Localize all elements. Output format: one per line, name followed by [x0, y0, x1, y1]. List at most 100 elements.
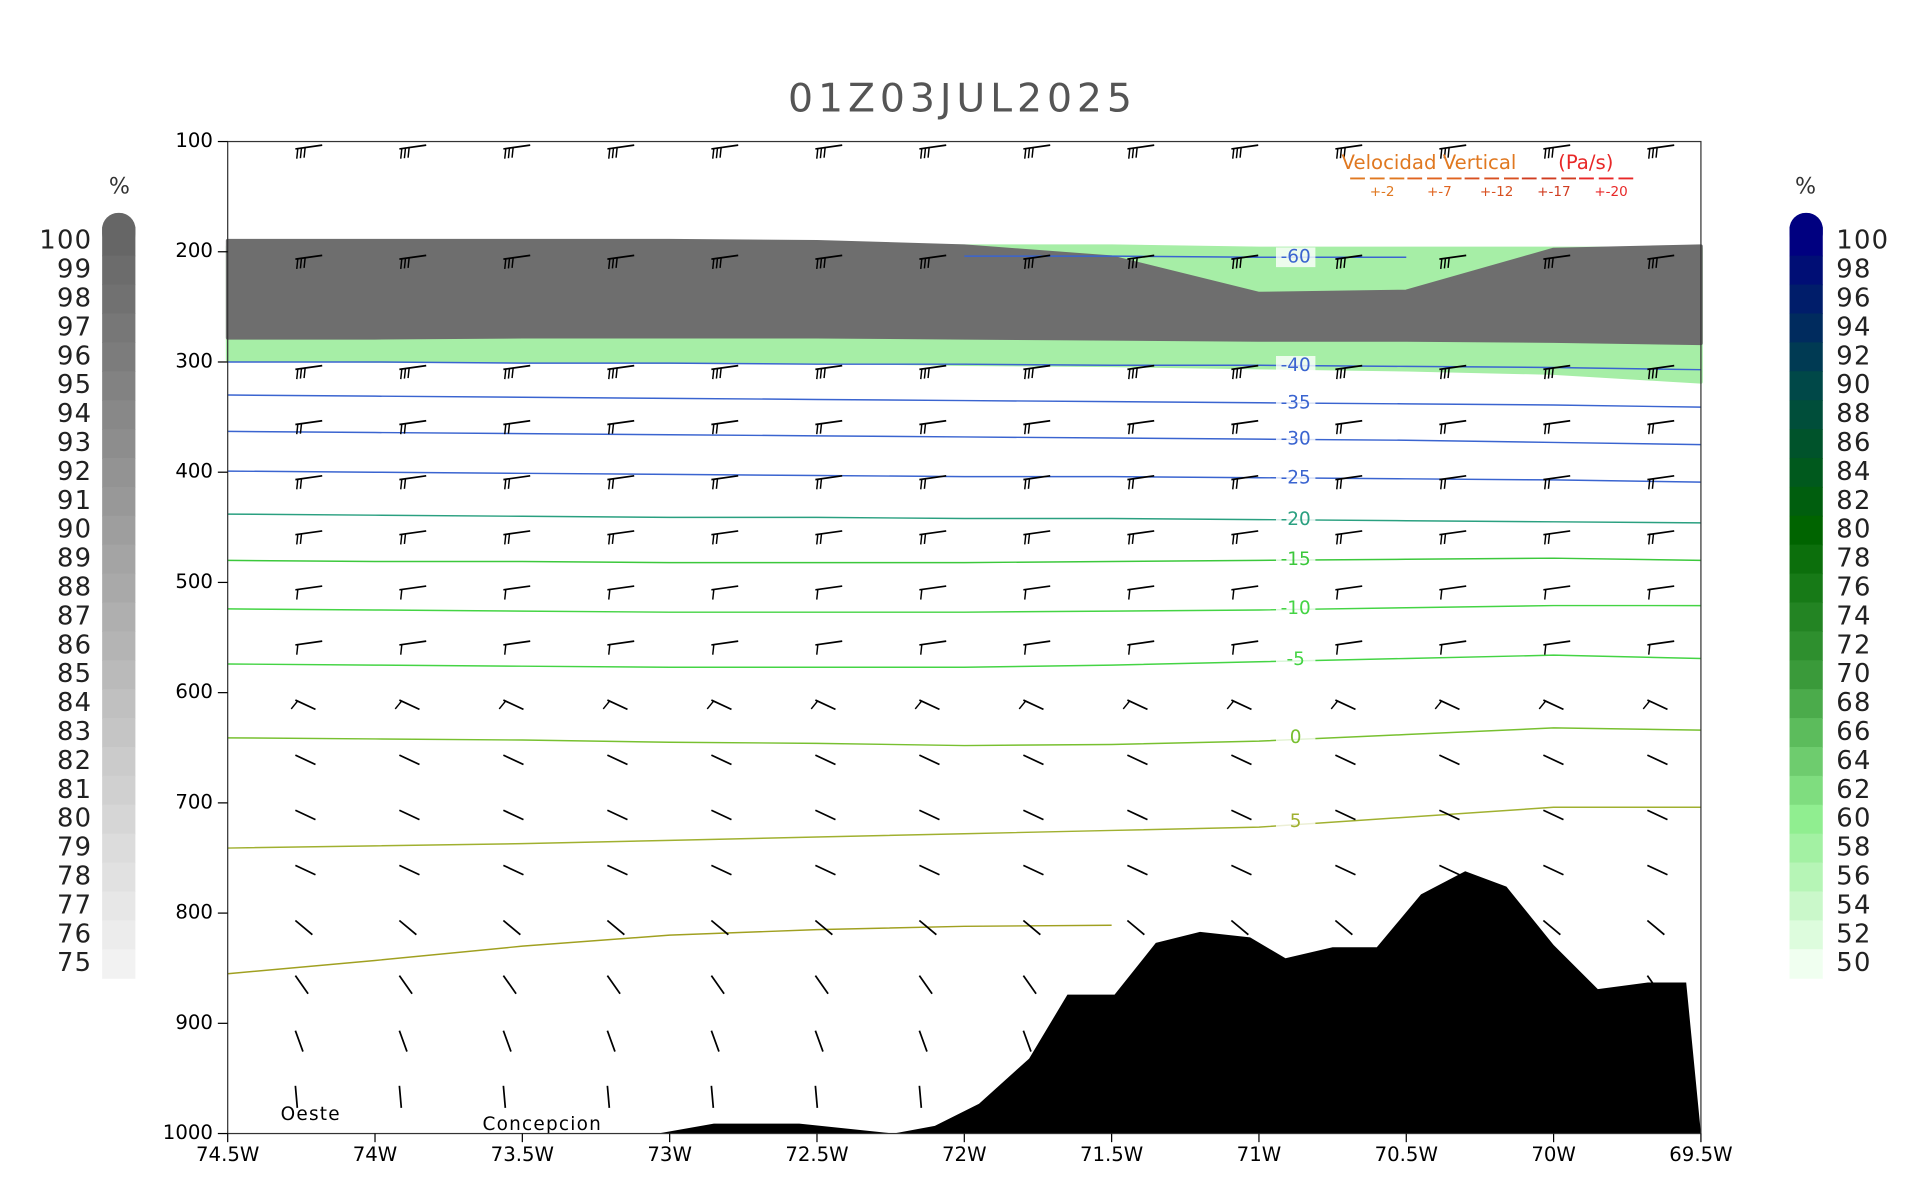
- y-tick-label: 400: [175, 460, 213, 483]
- wind-barb: [918, 975, 933, 995]
- barb-staff: [398, 1085, 403, 1108]
- colorbar-label: 66: [1836, 717, 1871, 747]
- barb-staff: [919, 864, 940, 876]
- colorbar-cell: [1789, 429, 1823, 459]
- wind-barb: [1543, 474, 1571, 490]
- colorbar-label: 80: [1836, 515, 1871, 545]
- isotherm: [964, 255, 1407, 259]
- colorbar-cell: [102, 226, 136, 257]
- wind-barb: [607, 144, 635, 159]
- barb-staff: [1439, 699, 1460, 711]
- barb-feather: [303, 367, 306, 379]
- barb-staff: [1023, 419, 1051, 426]
- barb-staff: [295, 254, 323, 260]
- colorbar-cell: [102, 284, 136, 315]
- barb-staff: [815, 254, 843, 260]
- colorbar-cell: [1789, 284, 1823, 315]
- barb-feather: [1128, 644, 1131, 655]
- barb-staff: [1231, 754, 1252, 766]
- barb-feather: [1336, 368, 1339, 380]
- wind-barb: [1543, 809, 1564, 821]
- annotation: Oeste: [281, 1104, 341, 1125]
- barb-feather: [296, 368, 299, 380]
- barb-staff: [1335, 474, 1363, 481]
- barb-feather: [1655, 147, 1658, 158]
- barb-staff: [1439, 144, 1467, 150]
- barb-feather: [1343, 147, 1346, 158]
- colorbar-label: 88: [57, 573, 92, 603]
- isotherm-label-bg: [1276, 812, 1316, 833]
- barb-feather: [299, 368, 303, 379]
- barb-feather: [920, 258, 923, 269]
- barb-staff: [1334, 919, 1353, 936]
- wind-barb: [711, 254, 739, 269]
- colorbar-label: 95: [57, 370, 92, 400]
- barb-staff: [1231, 864, 1252, 876]
- barb-staff: [1439, 809, 1460, 821]
- barb-staff: [1647, 585, 1675, 591]
- barb-feather: [819, 533, 823, 545]
- barb-feather: [1027, 368, 1031, 379]
- isotherm: [227, 470, 1701, 483]
- colorbar-cell: [1789, 371, 1823, 401]
- wind-barb: [1023, 530, 1051, 545]
- barb-staff: [1439, 474, 1467, 481]
- barb-feather: [712, 148, 715, 159]
- barb-staff: [815, 699, 836, 711]
- barb-feather: [823, 367, 826, 379]
- barb-feather: [1642, 700, 1651, 710]
- barb-staff: [1439, 254, 1467, 260]
- wind-barb: [399, 809, 420, 821]
- wind-barb: [711, 754, 732, 766]
- legend-label: +-17: [1537, 184, 1570, 200]
- wind-barb: [1542, 919, 1561, 936]
- barb-feather: [923, 258, 927, 269]
- colorbar-label: 82: [1836, 486, 1871, 516]
- wind-barb: [810, 699, 836, 711]
- colorbar-cell: [1789, 400, 1823, 430]
- wind-barb: [295, 530, 323, 545]
- barb-feather: [816, 589, 819, 600]
- wind-barb: [1231, 254, 1259, 269]
- barb-staff: [711, 864, 732, 876]
- wind-barb: [815, 754, 836, 766]
- isotherm-label-bg: [1276, 727, 1316, 748]
- wind-barb: [1335, 809, 1356, 821]
- barb-feather: [1339, 147, 1343, 159]
- barb-feather: [1024, 368, 1027, 380]
- y-tick-label: 600: [175, 680, 213, 703]
- barb-feather: [1235, 478, 1239, 489]
- barb-feather: [1443, 423, 1447, 434]
- barb-staff: [1335, 754, 1356, 766]
- wind-barb: [606, 1085, 611, 1108]
- wind-barb: [918, 919, 937, 936]
- barb-staff: [399, 144, 427, 150]
- barb-feather: [1547, 368, 1551, 379]
- barb-feather: [1443, 478, 1447, 489]
- isotherm-label: -40: [1281, 355, 1311, 376]
- y-tick-label: 100: [175, 129, 213, 152]
- wind-barb: [1335, 419, 1363, 435]
- colorbar-label: 52: [1836, 919, 1871, 949]
- colorbar-label: 81: [57, 775, 92, 805]
- barb-staff: [711, 474, 739, 481]
- barb-feather: [1447, 367, 1450, 379]
- colorbar-cell: [102, 573, 136, 604]
- barb-staff: [606, 1085, 611, 1108]
- barb-staff: [607, 530, 635, 536]
- wind-barb: [1127, 419, 1155, 435]
- barb-feather: [615, 257, 618, 268]
- barb-staff: [399, 640, 427, 646]
- wind-barb: [399, 254, 427, 269]
- colorbar-label: 90: [57, 515, 92, 545]
- wind-barb: [398, 1030, 408, 1052]
- barb-feather: [296, 589, 299, 600]
- barb-staff: [1023, 864, 1044, 876]
- colorbar-cell: [1789, 891, 1823, 921]
- barb-feather: [1128, 589, 1131, 600]
- barb-feather: [1232, 148, 1235, 159]
- barb-staff: [503, 754, 524, 766]
- barb-staff: [919, 144, 947, 150]
- wind-barb: [1335, 530, 1363, 545]
- barb-staff: [607, 254, 635, 260]
